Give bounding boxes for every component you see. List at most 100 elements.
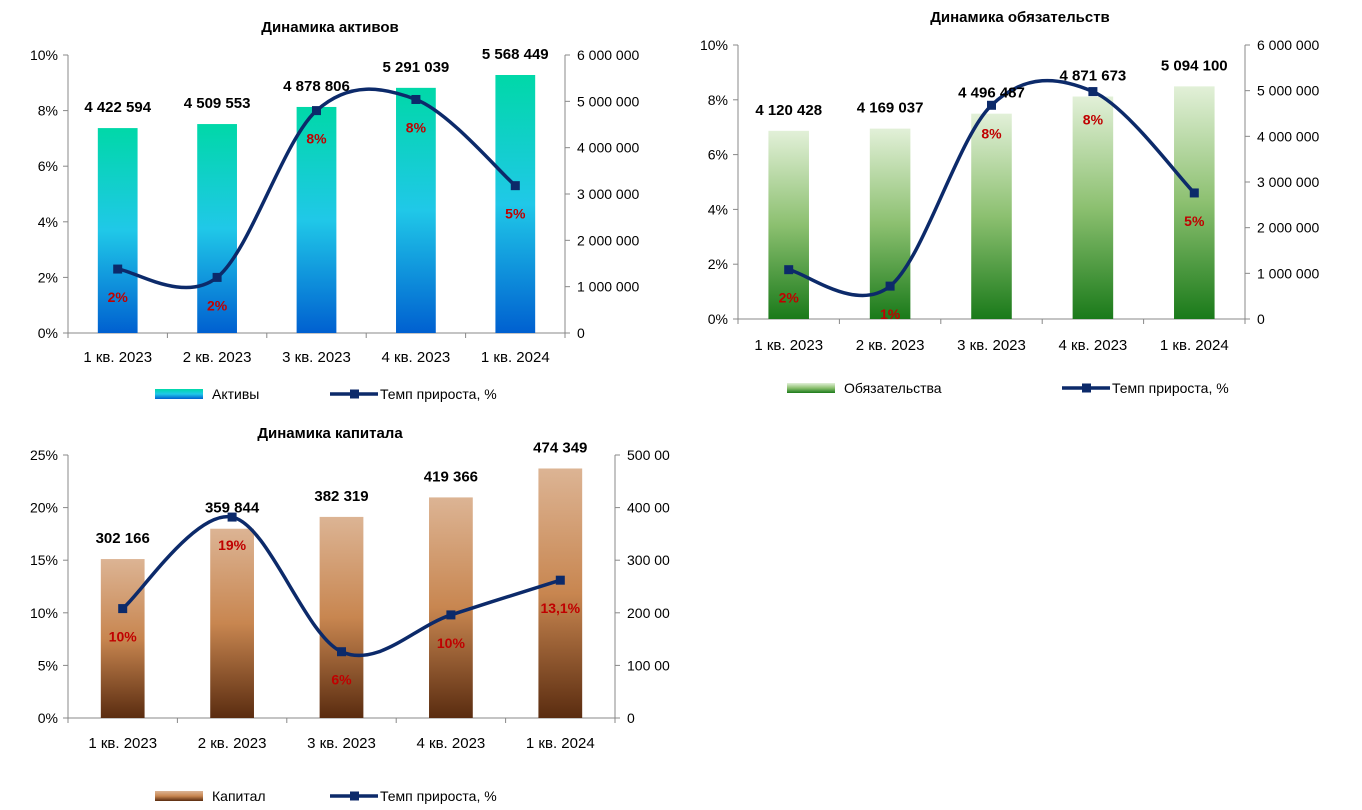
growth-rate-label: 8% bbox=[406, 119, 427, 135]
right-tick-label: 5 000 000 bbox=[1257, 83, 1319, 99]
line-marker-2 bbox=[227, 512, 237, 522]
growth-rate-label: 6% bbox=[331, 672, 352, 688]
category-label: 1 кв. 2024 bbox=[526, 735, 595, 752]
right-tick-label: 2 000 000 bbox=[1257, 220, 1319, 236]
category-label: 1 кв. 2023 bbox=[754, 337, 823, 354]
line-marker-1 bbox=[113, 264, 123, 274]
legend-bar-swatch bbox=[787, 383, 835, 393]
bar-2 bbox=[197, 124, 237, 334]
right-tick-label: 6 000 000 bbox=[1257, 37, 1319, 53]
left-tick-label: 6% bbox=[38, 158, 58, 174]
line-marker-1 bbox=[118, 604, 128, 614]
legend-bar-swatch bbox=[155, 791, 203, 801]
category-label: 4 кв. 2023 bbox=[417, 735, 486, 752]
category-label: 4 кв. 2023 bbox=[382, 349, 451, 366]
bar-value-label: 5 094 100 bbox=[1161, 57, 1228, 74]
bar-4 bbox=[396, 87, 436, 333]
right-tick-label: 300 000 bbox=[627, 552, 670, 568]
left-tick-label: 20% bbox=[30, 500, 58, 516]
growth-rate-label: 10% bbox=[437, 635, 466, 651]
right-tick-label: 500 000 bbox=[627, 447, 670, 463]
legend-bar-label: Обязательства bbox=[844, 380, 942, 396]
bar-value-label: 382 319 bbox=[314, 488, 368, 505]
bar-3 bbox=[319, 516, 364, 718]
category-label: 1 кв. 2024 bbox=[481, 349, 550, 366]
legend-line-marker bbox=[350, 389, 359, 399]
left-tick-label: 6% bbox=[708, 147, 728, 163]
line-marker-4 bbox=[1088, 87, 1098, 97]
bar-3 bbox=[296, 106, 337, 333]
legend-line-marker bbox=[350, 791, 359, 801]
right-tick-label: 200 000 bbox=[627, 605, 670, 621]
left-tick-label: 2% bbox=[38, 269, 58, 285]
line-marker-5 bbox=[1189, 188, 1199, 198]
bar-value-label: 4 496 487 bbox=[958, 85, 1025, 102]
line-marker-3 bbox=[337, 647, 346, 657]
bar-1 bbox=[100, 559, 145, 718]
bar-1 bbox=[768, 130, 809, 319]
growth-rate-label: 2% bbox=[108, 289, 129, 305]
left-tick-label: 2% bbox=[708, 256, 728, 272]
left-tick-label: 8% bbox=[708, 92, 728, 108]
category-label: 3 кв. 2023 bbox=[307, 735, 376, 752]
growth-rate-label: 8% bbox=[306, 131, 327, 147]
capital-chart-svg: Динамика капитала 0% 5% 10% 15% 20% 25% 0 100 00… bbox=[30, 425, 678, 804]
category-label: 3 кв. 2023 bbox=[282, 349, 351, 366]
left-tick-label: 0% bbox=[708, 311, 728, 327]
right-tick-label: 4 000 000 bbox=[1257, 128, 1319, 144]
bar-value-label: 419 366 bbox=[424, 468, 478, 485]
growth-rate-label: 5% bbox=[505, 206, 526, 222]
left-tick-label: 4% bbox=[708, 201, 728, 217]
growth-rate-label: 13,1% bbox=[540, 600, 580, 616]
left-tick-label: 5% bbox=[38, 657, 58, 673]
right-tick-label: 3 000 000 bbox=[577, 186, 639, 202]
right-tick-label: 1 000 000 bbox=[577, 279, 639, 295]
category-label: 1 кв. 2024 bbox=[1160, 337, 1229, 354]
growth-rate-label: 1% bbox=[880, 306, 901, 322]
left-tick-label: 4% bbox=[38, 214, 58, 230]
bar-value-label: 4 422 594 bbox=[84, 99, 151, 116]
liabilities-chart-svg: Динамика обязательств 0% 2% 4% 6% 8% 10% 0 1 000… bbox=[700, 9, 1320, 396]
category-label: 2 кв. 2023 bbox=[198, 735, 267, 752]
bar-value-label: 5 291 039 bbox=[383, 59, 450, 76]
bar-value-label: 474 349 bbox=[533, 439, 587, 456]
capital-chart: Динамика капитала 0% 5% 10% 15% 20% 25% 0 100 00… bbox=[0, 415, 678, 810]
assets-chart: Динамика активов 0% 2% 4% 6% 8% 10% 0 1 000 000 2… bbox=[0, 0, 670, 415]
left-tick-label: 10% bbox=[30, 47, 58, 63]
bar-value-label: 4 120 428 bbox=[755, 102, 822, 119]
chart-title: Динамика активов bbox=[261, 19, 398, 36]
bar-1 bbox=[97, 128, 138, 333]
bar-value-label: 4 878 806 bbox=[283, 78, 350, 95]
category-label: 2 кв. 2023 bbox=[183, 349, 252, 366]
legend-bar-swatch bbox=[155, 389, 203, 399]
right-tick-label: 100 000 bbox=[627, 657, 670, 673]
legend-line-label: Темп прироста, % bbox=[380, 788, 497, 804]
right-tick-label: 400 000 bbox=[627, 500, 670, 516]
category-label: 3 кв. 2023 bbox=[957, 337, 1026, 354]
right-tick-label: 6 000 000 bbox=[577, 47, 639, 63]
bar-value-label: 359 844 bbox=[205, 500, 260, 517]
right-tick-label: 2 000 000 bbox=[577, 232, 639, 248]
right-tick-label: 5 000 000 bbox=[577, 93, 639, 109]
line-marker-3 bbox=[987, 100, 996, 110]
growth-rate-label: 2% bbox=[779, 290, 800, 306]
bar-4 bbox=[1072, 96, 1114, 319]
line-marker-5 bbox=[555, 575, 565, 585]
left-tick-label: 10% bbox=[30, 605, 58, 621]
right-tick-label: 0 bbox=[627, 710, 635, 726]
right-tick-label: 0 bbox=[577, 325, 585, 341]
left-tick-label: 10% bbox=[700, 37, 728, 53]
line-marker-2 bbox=[212, 272, 222, 282]
bar-5 bbox=[538, 468, 583, 718]
bar-value-label: 5 568 449 bbox=[482, 46, 549, 63]
bar-4 bbox=[429, 497, 473, 718]
growth-rate-line bbox=[121, 515, 561, 658]
bar-3 bbox=[971, 113, 1012, 319]
right-tick-label: 0 bbox=[1257, 311, 1265, 327]
growth-rate-label: 8% bbox=[1083, 112, 1104, 128]
right-tick-label: 1 000 000 bbox=[1257, 265, 1319, 281]
liabilities-chart: Динамика обязательств 0% 2% 4% 6% 8% 10% 0 1 000… bbox=[670, 0, 1362, 415]
bar-value-label: 4 509 553 bbox=[184, 95, 251, 112]
bar-value-label: 4 871 673 bbox=[1060, 68, 1127, 85]
chart-title: Динамика обязательств bbox=[930, 9, 1110, 26]
